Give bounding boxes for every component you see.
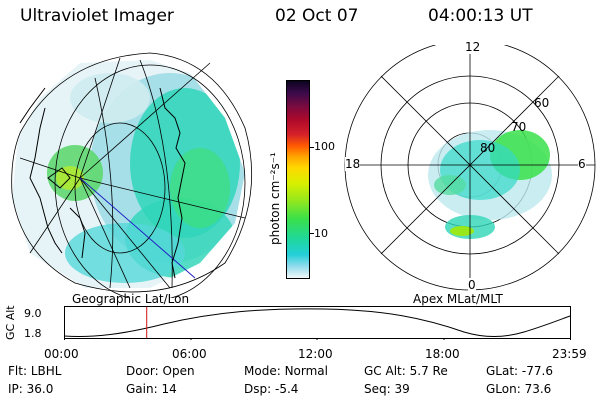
info-gain: Gain: 14 bbox=[126, 382, 177, 396]
lat-label-60: 60 bbox=[534, 96, 550, 110]
info-flt: Flt: LBHL bbox=[8, 364, 62, 378]
info-seq: Seq: 39 bbox=[364, 382, 410, 396]
alt-axis-label: GC Alt bbox=[4, 305, 17, 340]
time-tick-1200: 12:00 bbox=[298, 347, 333, 361]
colorbar-unit-label: photon cm⁻²s⁻¹ bbox=[268, 152, 282, 245]
mlt-label-6: 6 bbox=[578, 157, 586, 171]
time-tick-0600: 06:00 bbox=[172, 347, 207, 361]
time-tick-0000: 00:00 bbox=[44, 347, 79, 361]
geographic-image bbox=[11, 52, 253, 298]
colorbar bbox=[286, 80, 310, 279]
polar-label: Apex MLat/MLT bbox=[413, 292, 503, 306]
colorbar-tick-10 bbox=[309, 233, 314, 234]
colorbar-label-10: 10 bbox=[314, 227, 328, 240]
lat-label-80: 80 bbox=[480, 141, 496, 155]
info-mode: Mode: Normal bbox=[244, 364, 328, 378]
alt-tick-1-8: 1.8 bbox=[24, 327, 42, 340]
geographic-label: Geographic Lat/Lon bbox=[72, 292, 190, 306]
mlt-label-0: 0 bbox=[468, 278, 476, 292]
mlt-label-12: 12 bbox=[465, 40, 481, 54]
lat-label-70: 70 bbox=[511, 120, 527, 134]
polar-plot bbox=[344, 45, 596, 291]
altitude-strip bbox=[64, 306, 571, 340]
mlt-label-18: 18 bbox=[345, 157, 361, 171]
date-label: 02 Oct 07 bbox=[275, 6, 359, 26]
colorbar-label-100: 100 bbox=[314, 140, 335, 153]
time-label: 04:00:13 UT bbox=[428, 6, 533, 26]
info-ip: IP: 36.0 bbox=[8, 382, 54, 396]
colorbar-tick-100 bbox=[309, 147, 314, 148]
alt-tick-9: 9.0 bbox=[24, 307, 42, 320]
info-door: Door: Open bbox=[126, 364, 195, 378]
info-gc-alt: GC Alt: 5.7 Re bbox=[364, 364, 448, 378]
app-title: Ultraviolet Imager bbox=[20, 6, 174, 26]
time-tick-2359: 23:59 bbox=[552, 347, 587, 361]
info-dsp: Dsp: -5.4 bbox=[244, 382, 299, 396]
info-glon: GLon: 73.6 bbox=[486, 382, 552, 396]
time-tick-1800: 18:00 bbox=[425, 347, 460, 361]
info-glat: GLat: -77.6 bbox=[486, 364, 553, 378]
